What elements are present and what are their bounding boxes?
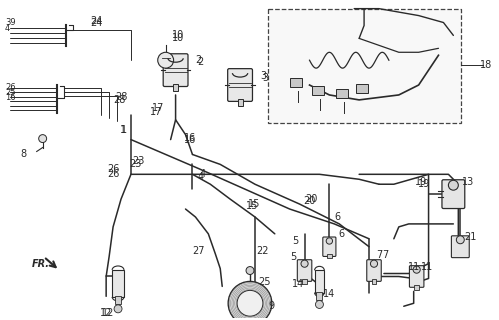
Bar [336, 89, 348, 98]
Text: 12: 12 [102, 308, 114, 318]
Text: 11: 11 [408, 261, 420, 272]
Text: 15: 15 [248, 199, 260, 209]
Text: 11: 11 [421, 261, 433, 272]
Bar [327, 254, 332, 259]
Bar [316, 292, 322, 300]
Text: 15: 15 [246, 201, 258, 211]
Text: 24: 24 [90, 18, 102, 28]
Text: 1: 1 [120, 125, 126, 135]
Text: 6: 6 [334, 212, 340, 222]
Text: 17: 17 [150, 107, 162, 117]
Text: 18: 18 [480, 60, 492, 70]
Bar [356, 84, 368, 93]
Text: 25: 25 [258, 277, 271, 287]
Text: 2: 2 [197, 57, 204, 67]
Bar [302, 279, 307, 284]
Text: 6: 6 [338, 229, 344, 239]
Text: 13: 13 [462, 177, 475, 187]
Text: 10: 10 [173, 33, 185, 44]
Text: 27: 27 [192, 246, 205, 256]
Text: 23: 23 [133, 156, 145, 166]
Text: 3: 3 [262, 73, 268, 83]
Text: 14: 14 [323, 289, 335, 299]
Text: 19: 19 [415, 177, 427, 187]
Circle shape [457, 236, 464, 244]
Text: 4: 4 [197, 172, 204, 182]
Bar [312, 86, 324, 95]
Text: 1: 1 [121, 125, 127, 135]
Text: 8: 8 [21, 149, 27, 159]
FancyBboxPatch shape [452, 236, 469, 258]
Text: 20: 20 [305, 194, 318, 204]
Text: 21: 21 [464, 232, 477, 242]
Circle shape [413, 266, 420, 273]
Circle shape [449, 180, 458, 190]
Circle shape [158, 52, 174, 68]
Text: 4: 4 [5, 24, 10, 33]
Text: 17: 17 [152, 103, 164, 113]
Text: 22: 22 [256, 246, 269, 256]
Text: 14: 14 [291, 279, 304, 289]
FancyBboxPatch shape [297, 260, 312, 281]
Text: 39: 39 [5, 18, 15, 27]
Circle shape [237, 290, 263, 316]
Text: 7: 7 [382, 250, 388, 260]
Circle shape [114, 305, 122, 313]
Text: 24: 24 [90, 16, 102, 26]
Bar [115, 296, 121, 304]
Bar [268, 9, 461, 123]
Text: FR.: FR. [32, 259, 50, 268]
Text: 7: 7 [376, 250, 382, 260]
Text: 26: 26 [107, 169, 119, 179]
Bar [372, 279, 376, 284]
Text: 28: 28 [115, 92, 127, 102]
Text: 5: 5 [290, 252, 297, 262]
Circle shape [370, 260, 378, 267]
Text: 20: 20 [303, 196, 316, 206]
Text: 25: 25 [5, 88, 15, 98]
Text: 28: 28 [113, 95, 125, 105]
Text: 19: 19 [418, 179, 430, 189]
Text: 26: 26 [5, 84, 15, 92]
Circle shape [301, 260, 308, 267]
FancyBboxPatch shape [367, 260, 381, 281]
Text: 9: 9 [269, 301, 275, 311]
Bar [290, 78, 301, 87]
Bar [314, 270, 324, 292]
FancyBboxPatch shape [442, 180, 465, 209]
Text: 10: 10 [173, 30, 185, 40]
Circle shape [326, 238, 332, 244]
Circle shape [315, 300, 323, 308]
Circle shape [228, 282, 272, 320]
Bar [173, 84, 178, 91]
FancyBboxPatch shape [409, 266, 424, 287]
Text: 12: 12 [100, 308, 112, 318]
Text: 26: 26 [107, 164, 119, 174]
Bar [414, 285, 419, 290]
Circle shape [39, 135, 46, 142]
Text: 2: 2 [195, 55, 202, 65]
Bar [238, 99, 243, 106]
Text: 3: 3 [260, 71, 266, 81]
Text: 16: 16 [184, 132, 197, 143]
Bar [112, 270, 124, 297]
FancyBboxPatch shape [323, 237, 336, 256]
Text: 5: 5 [292, 236, 299, 246]
Text: 23: 23 [130, 159, 142, 169]
FancyBboxPatch shape [228, 69, 252, 101]
Text: 16: 16 [5, 93, 15, 102]
FancyBboxPatch shape [163, 54, 188, 86]
Text: 4: 4 [199, 169, 206, 179]
Text: 16: 16 [184, 135, 197, 145]
Circle shape [246, 267, 254, 275]
